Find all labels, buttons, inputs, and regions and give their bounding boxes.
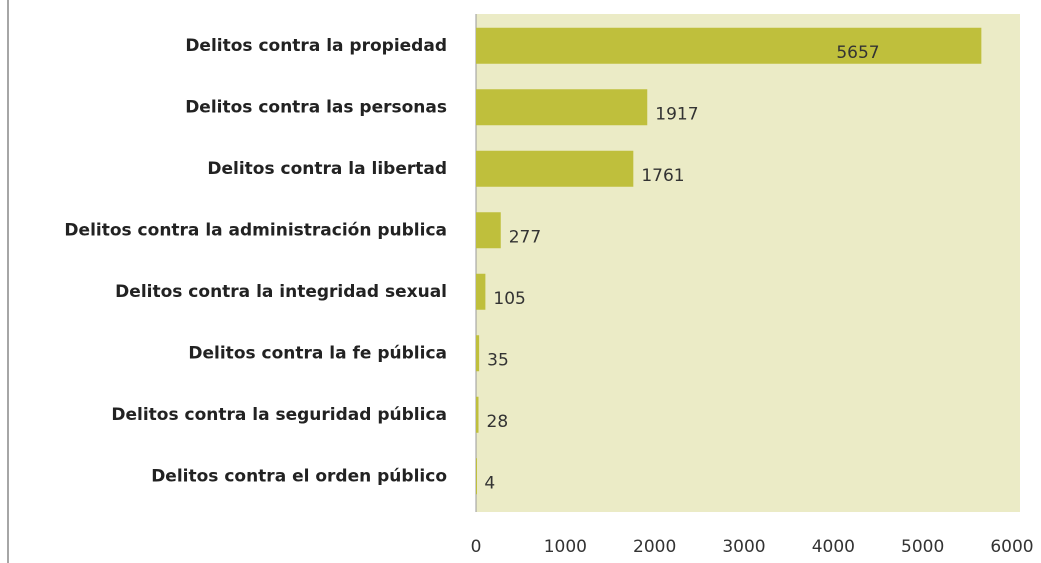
bar	[476, 396, 479, 433]
plot-area	[476, 14, 1020, 512]
bar	[476, 150, 634, 187]
bar	[476, 458, 477, 495]
y-tick-label: Delitos contra la administración publica	[64, 220, 447, 240]
y-tick-label: Delitos contra la seguridad pública	[111, 405, 447, 425]
value-label: 5657	[836, 43, 879, 63]
x-tick-label: 1000	[544, 537, 587, 557]
y-tick-label: Delitos contra la integridad sexual	[115, 282, 447, 302]
y-tick-label: Delitos contra la libertad	[207, 159, 447, 179]
bar	[476, 335, 480, 372]
x-tick-label: 0	[471, 537, 482, 557]
x-tick-label: 4000	[812, 537, 855, 557]
value-label: 28	[487, 412, 509, 432]
y-tick-label: Delitos contra las personas	[185, 97, 447, 117]
value-label: 1761	[641, 166, 684, 186]
x-tick-label: 6000	[990, 537, 1033, 557]
value-label: 1917	[655, 104, 698, 124]
bar	[476, 27, 982, 64]
bar	[476, 273, 486, 310]
x-tick-label: 5000	[901, 537, 944, 557]
x-tick-label: 2000	[633, 537, 676, 557]
bar	[476, 212, 501, 249]
value-label: 4	[484, 473, 495, 493]
y-tick-label: Delitos contra el orden público	[151, 466, 447, 486]
y-tick-label: Delitos contra la fe pública	[188, 343, 447, 363]
bar	[476, 89, 648, 126]
value-label: 105	[493, 289, 525, 309]
value-label: 35	[487, 350, 509, 370]
y-tick-label: Delitos contra la propiedad	[185, 36, 447, 56]
x-tick-label: 3000	[722, 537, 765, 557]
value-label: 277	[509, 227, 541, 247]
